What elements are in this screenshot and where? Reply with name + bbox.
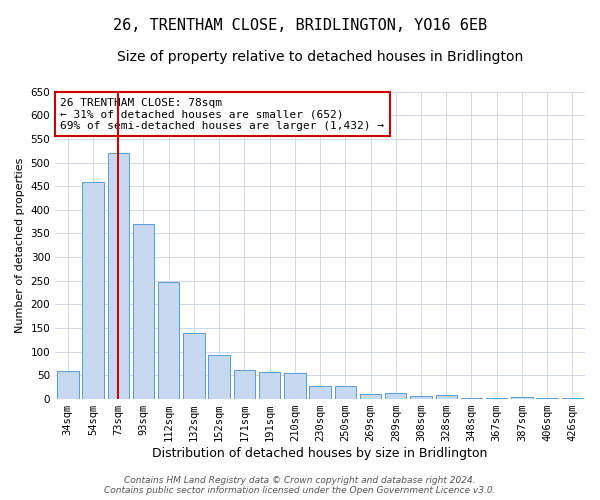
Bar <box>511 396 533 399</box>
Bar <box>233 370 255 399</box>
Bar <box>183 333 205 399</box>
Bar <box>208 355 230 399</box>
Title: Size of property relative to detached houses in Bridlington: Size of property relative to detached ho… <box>117 50 523 64</box>
Bar <box>360 394 381 399</box>
Text: Contains HM Land Registry data © Crown copyright and database right 2024.
Contai: Contains HM Land Registry data © Crown c… <box>104 476 496 495</box>
Bar <box>385 394 406 399</box>
Bar <box>57 370 79 399</box>
Bar <box>461 398 482 399</box>
Y-axis label: Number of detached properties: Number of detached properties <box>15 158 25 333</box>
Bar <box>486 398 508 399</box>
Bar <box>284 373 305 399</box>
Text: 26, TRENTHAM CLOSE, BRIDLINGTON, YO16 6EB: 26, TRENTHAM CLOSE, BRIDLINGTON, YO16 6E… <box>113 18 487 32</box>
Bar <box>436 396 457 399</box>
X-axis label: Distribution of detached houses by size in Bridlington: Distribution of detached houses by size … <box>152 447 488 460</box>
Bar <box>133 224 154 399</box>
Bar <box>410 396 432 399</box>
Bar <box>107 153 129 399</box>
Bar <box>536 398 558 399</box>
Bar <box>335 386 356 399</box>
Bar <box>82 182 104 399</box>
Text: 26 TRENTHAM CLOSE: 78sqm
← 31% of detached houses are smaller (652)
69% of semi-: 26 TRENTHAM CLOSE: 78sqm ← 31% of detach… <box>61 98 385 131</box>
Bar <box>259 372 280 399</box>
Bar <box>310 386 331 399</box>
Bar <box>562 398 583 399</box>
Bar <box>158 282 179 399</box>
